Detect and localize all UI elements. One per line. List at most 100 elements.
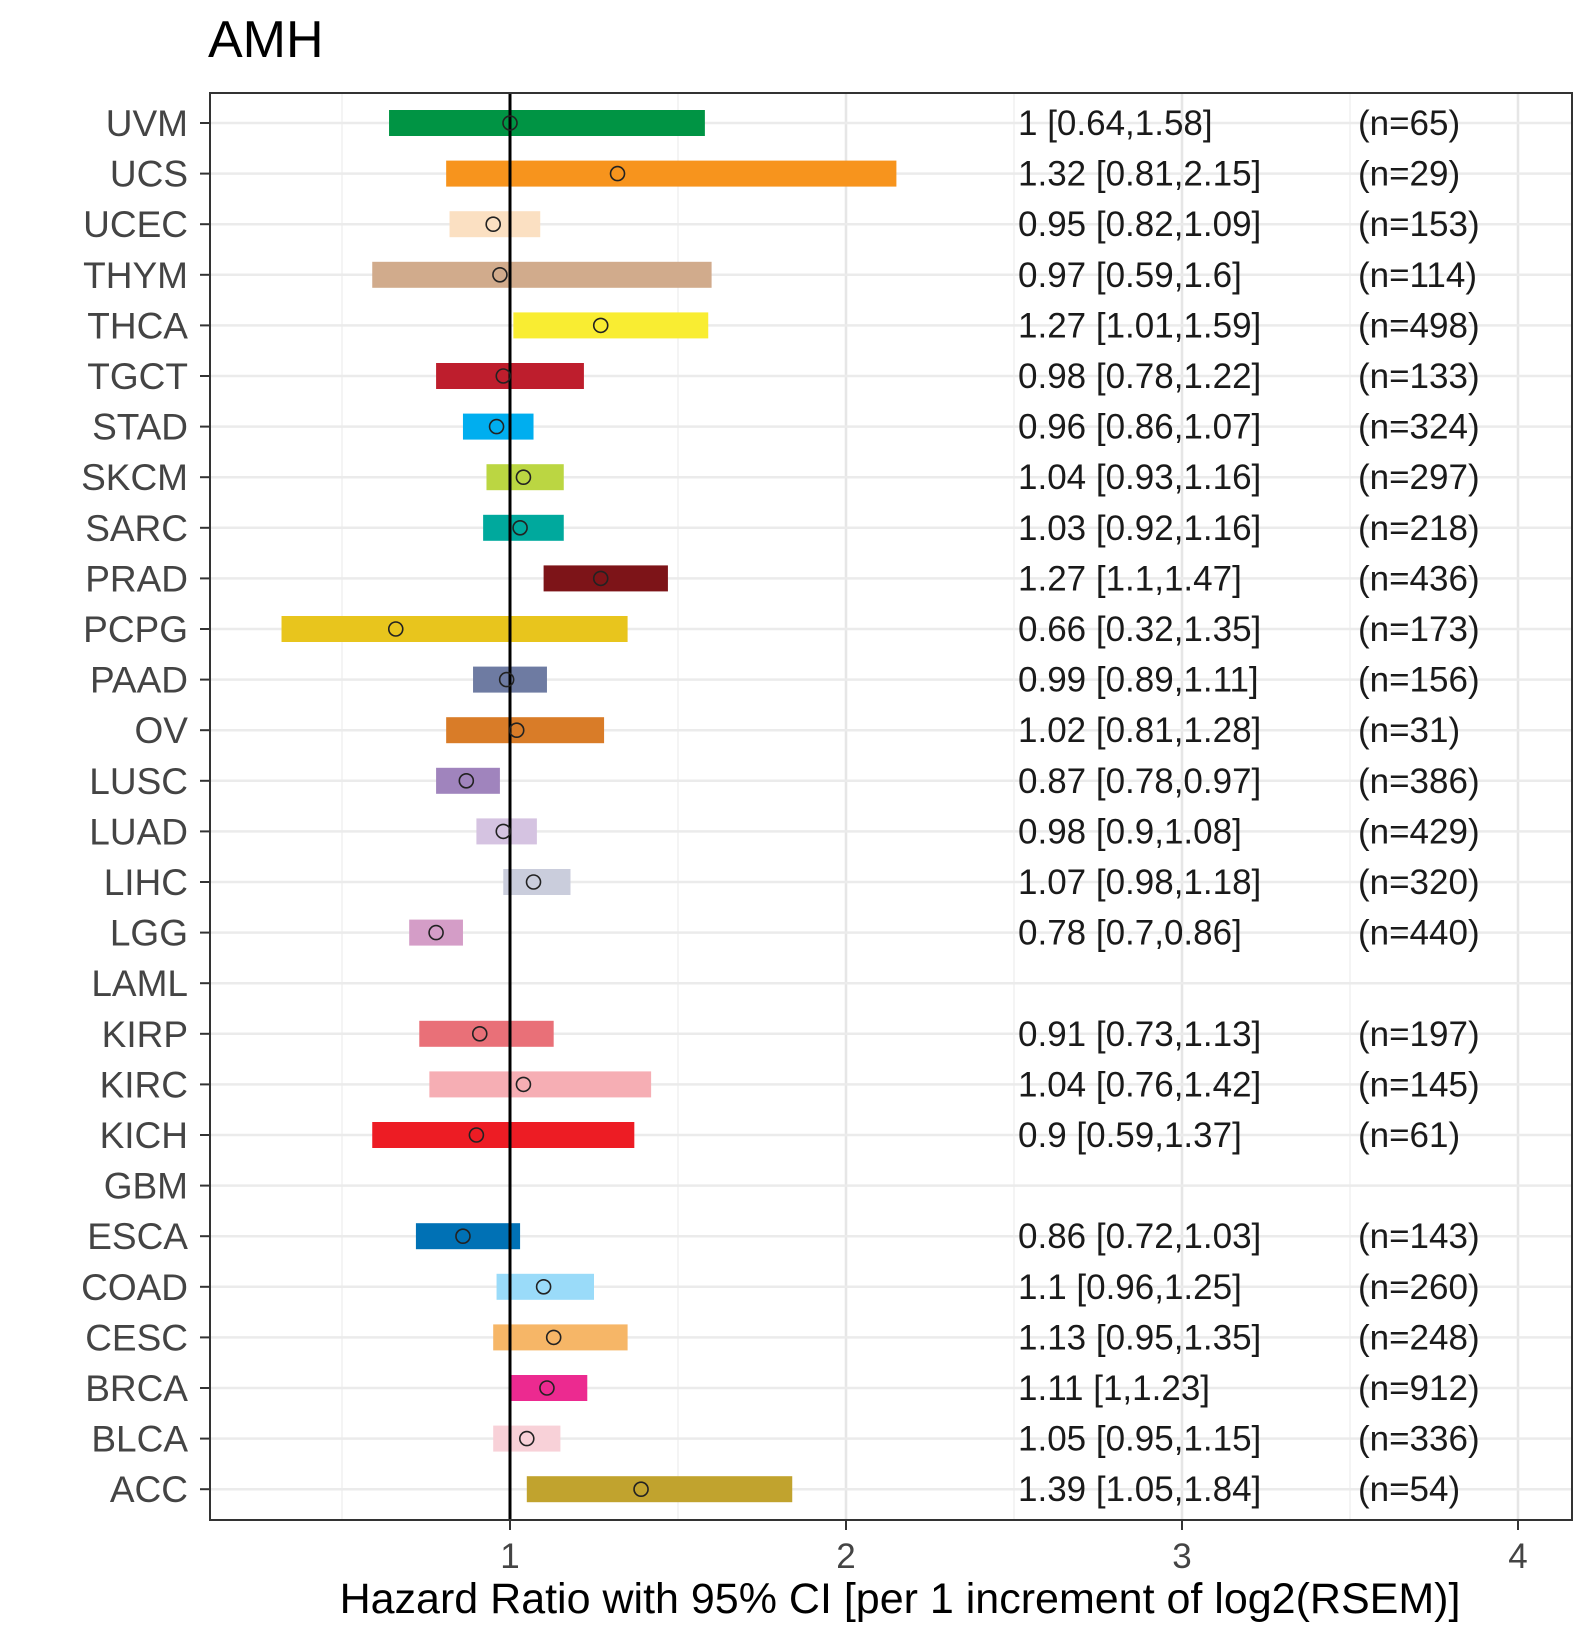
hr-point [515, 469, 532, 486]
category-label: LUSC [89, 761, 188, 802]
category-label: KIRP [102, 1014, 188, 1055]
ci-bar [372, 261, 712, 288]
chart-title: AMH [208, 11, 324, 69]
hr-ci-label: 0.9 [0.59,1.37] [1018, 1116, 1242, 1155]
ci-bar [493, 1425, 561, 1452]
sample-size-label: (n=173) [1358, 610, 1480, 649]
sample-size-label: (n=218) [1358, 509, 1480, 548]
ci-bar [462, 413, 534, 440]
sample-size-label: (n=145) [1358, 1065, 1480, 1104]
category-label: COAD [81, 1267, 188, 1308]
category-label: LUAD [89, 811, 188, 852]
hr-point [488, 418, 505, 435]
sample-size-label: (n=31) [1358, 711, 1460, 750]
sample-size-label: (n=248) [1358, 1318, 1480, 1357]
sample-size-label: (n=320) [1358, 863, 1480, 902]
category-label: KIRC [100, 1064, 188, 1105]
hr-point [525, 874, 542, 890]
sample-size-label: (n=336) [1358, 1420, 1480, 1459]
sample-size-label: (n=197) [1358, 1015, 1480, 1054]
hr-ci-label: 1.04 [0.76,1.42] [1018, 1065, 1261, 1104]
hr-ci-label: 1.32 [0.81,2.15] [1018, 155, 1261, 194]
sample-size-label: (n=498) [1358, 306, 1480, 345]
hr-ci-label: 0.87 [0.78,0.97] [1018, 762, 1261, 801]
sample-size-label: (n=153) [1358, 205, 1480, 244]
hr-point [592, 317, 609, 334]
sample-size-label: (n=429) [1358, 812, 1480, 851]
sample-size-label: (n=61) [1358, 1116, 1460, 1155]
grid-lines [210, 93, 1572, 1520]
hr-point [468, 1127, 485, 1143]
category-label: UCEC [83, 204, 188, 245]
hr-ci-label: 0.86 [0.72,1.03] [1018, 1217, 1261, 1256]
ci-bar [429, 1071, 652, 1098]
hr-ci-label: 1 [0.64,1.58] [1018, 104, 1213, 143]
ci-bar [483, 514, 564, 541]
hr-point [545, 1329, 562, 1346]
sample-size-label: (n=156) [1358, 661, 1480, 700]
hr-ci-label: 1.13 [0.95,1.35] [1018, 1318, 1261, 1357]
category-label: SARC [85, 508, 188, 549]
hr-point [539, 1380, 555, 1396]
sample-size-label: (n=133) [1358, 357, 1480, 396]
hr-point [515, 1076, 532, 1093]
hr-ci-label: 0.66 [0.32,1.35] [1018, 610, 1261, 649]
hr-ci-label: 1.1 [0.96,1.25] [1018, 1268, 1242, 1307]
hr-point [458, 772, 475, 789]
plot-border [209, 92, 1573, 1521]
sample-size-label: (n=114) [1358, 256, 1477, 295]
category-label: ACC [110, 1469, 188, 1510]
hr-ci-label: 1.11 [1,1.23] [1018, 1369, 1210, 1408]
sample-size-label: (n=324) [1358, 408, 1480, 447]
hr-ci-label: 0.95 [0.82,1.09] [1018, 205, 1261, 244]
hr-ci-label: 0.97 [0.59,1.6] [1018, 256, 1242, 295]
sample-size-label: (n=260) [1358, 1268, 1480, 1307]
hr-ci-label: 0.78 [0.7,0.86] [1018, 914, 1242, 953]
ci-bar [281, 616, 628, 642]
hr-point [492, 266, 508, 283]
sample-size-label: (n=912) [1358, 1369, 1480, 1408]
hr-point [387, 621, 404, 637]
hr-ci-label: 0.99 [0.89,1.11] [1018, 661, 1259, 700]
sample-size-label: (n=440) [1358, 914, 1480, 953]
hr-ci-label: 1.04 [0.93,1.16] [1018, 458, 1261, 497]
category-label: THCA [87, 305, 188, 346]
ci-bar [449, 211, 541, 238]
ci-bar [415, 1223, 521, 1250]
y-axis-labels: UVM UCS UCEC THYM THCA TGCT STAD SKCM SARC PRAD PC… [81, 103, 188, 1510]
hr-point [485, 216, 502, 232]
category-label: ESCA [87, 1216, 188, 1257]
category-label: LAML [91, 963, 188, 1004]
ci-bar [389, 110, 705, 136]
category-label: PCPG [83, 609, 188, 650]
ci-bar [496, 1273, 594, 1300]
ci-bar [526, 1476, 793, 1503]
hr-ci-label: 1.27 [1.01,1.59] [1018, 306, 1261, 345]
x-tick-label: 1 [500, 1537, 519, 1576]
hr-points [387, 115, 649, 1497]
ci-bar [486, 464, 564, 491]
hr-point [502, 115, 518, 131]
category-label: GBM [104, 1166, 188, 1207]
hr-ci-label: 1.03 [0.92,1.16] [1018, 509, 1261, 548]
category-label: PAAD [90, 660, 188, 701]
sample-size-label: (n=436) [1358, 559, 1480, 598]
hr-point [633, 1481, 649, 1497]
ci-bar [503, 869, 571, 895]
hr-ci-label: 1.39 [1.05,1.84] [1018, 1470, 1261, 1509]
hr-point [508, 722, 525, 739]
hr-ci-label: 1.02 [0.81,1.28] [1018, 711, 1261, 750]
hr-point [498, 671, 515, 688]
category-label: THYM [83, 255, 188, 296]
category-label: PRAD [85, 558, 188, 599]
sample-size-label: (n=54) [1358, 1470, 1460, 1509]
ci-bar [513, 312, 709, 339]
x-tick-label: 2 [836, 1537, 855, 1576]
sample-size-label: (n=386) [1358, 762, 1480, 801]
ci-bar [409, 919, 463, 946]
hr-ci-label: 1.05 [0.95,1.15] [1018, 1420, 1261, 1459]
hr-point [512, 519, 528, 536]
ci-bars [281, 110, 897, 1503]
hr-ci-label: 0.98 [0.9,1.08] [1018, 812, 1242, 851]
